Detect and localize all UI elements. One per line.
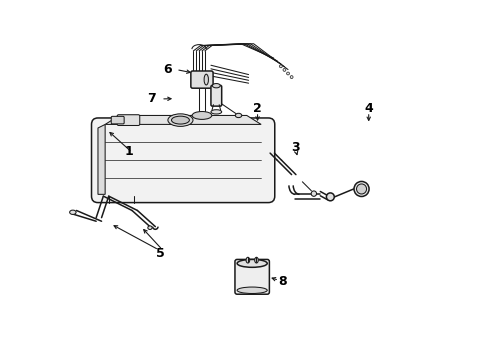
FancyBboxPatch shape bbox=[117, 115, 140, 126]
Ellipse shape bbox=[211, 110, 221, 114]
Ellipse shape bbox=[70, 210, 76, 215]
Ellipse shape bbox=[255, 257, 258, 263]
Ellipse shape bbox=[192, 112, 212, 120]
Ellipse shape bbox=[287, 72, 290, 75]
Text: 2: 2 bbox=[253, 102, 262, 115]
FancyBboxPatch shape bbox=[92, 118, 275, 203]
Ellipse shape bbox=[204, 74, 208, 85]
Ellipse shape bbox=[212, 84, 220, 88]
Text: 7: 7 bbox=[147, 93, 156, 105]
FancyBboxPatch shape bbox=[191, 71, 213, 88]
Ellipse shape bbox=[237, 260, 267, 267]
FancyBboxPatch shape bbox=[111, 116, 124, 124]
Ellipse shape bbox=[290, 76, 293, 78]
Ellipse shape bbox=[148, 226, 152, 229]
Ellipse shape bbox=[172, 116, 190, 124]
Text: 5: 5 bbox=[156, 247, 165, 260]
Ellipse shape bbox=[357, 184, 367, 194]
Text: 4: 4 bbox=[365, 102, 373, 115]
Ellipse shape bbox=[168, 114, 193, 126]
Ellipse shape bbox=[354, 181, 369, 197]
Ellipse shape bbox=[279, 65, 282, 68]
Text: 6: 6 bbox=[164, 63, 172, 76]
Ellipse shape bbox=[283, 68, 286, 71]
Text: 3: 3 bbox=[291, 141, 299, 154]
Ellipse shape bbox=[235, 113, 242, 118]
FancyBboxPatch shape bbox=[235, 260, 270, 294]
Ellipse shape bbox=[237, 287, 267, 293]
Polygon shape bbox=[105, 116, 261, 125]
Polygon shape bbox=[98, 125, 105, 194]
Text: 1: 1 bbox=[124, 145, 133, 158]
FancyBboxPatch shape bbox=[211, 85, 221, 106]
Ellipse shape bbox=[326, 193, 334, 201]
Text: 8: 8 bbox=[278, 275, 287, 288]
Ellipse shape bbox=[311, 191, 317, 196]
Ellipse shape bbox=[246, 257, 250, 263]
